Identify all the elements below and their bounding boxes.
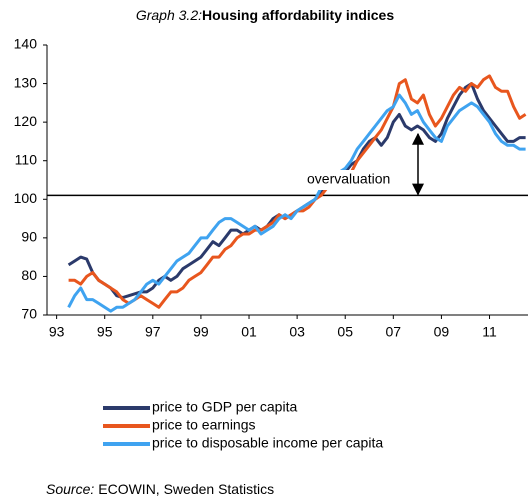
- x-tick-label: 11: [482, 324, 497, 340]
- y-tick-label: 80: [21, 267, 37, 283]
- chart-title: Graph 3.2:Housing affordability indices: [136, 7, 395, 23]
- x-tick-label: 99: [193, 324, 209, 340]
- y-tick-label: 70: [21, 306, 37, 322]
- source-text: ECOWIN, Sweden Statistics: [98, 481, 274, 497]
- x-tick-label: 05: [337, 324, 353, 340]
- graph-label: Graph 3.2:: [136, 7, 202, 23]
- x-tick-label: 09: [434, 324, 450, 340]
- annotation: overvaluation: [307, 171, 390, 187]
- x-tick-label: 95: [97, 324, 113, 340]
- legend-label: price to GDP per capita: [152, 399, 297, 415]
- y-tick-label: 90: [21, 229, 37, 245]
- x-tick-label: 03: [289, 324, 305, 340]
- series-line: [67, 93, 526, 313]
- x-tick-label: 01: [241, 324, 257, 340]
- x-tick-label: 97: [145, 324, 161, 340]
- annotation-bg: [305, 170, 415, 190]
- source-label: Source:: [46, 481, 94, 497]
- y-tick-label: 120: [14, 113, 38, 129]
- legend-label: price to earnings: [152, 417, 256, 433]
- legend-label: price to disposable income per capita: [152, 435, 383, 451]
- series-line: [68, 74, 527, 309]
- x-tick-label: 93: [49, 324, 65, 340]
- source: Source: ECOWIN, Sweden Statistics: [46, 481, 274, 497]
- y-tick-label: 140: [14, 36, 38, 52]
- y-tick-label: 110: [15, 151, 38, 167]
- x-tick-label: 07: [386, 324, 402, 340]
- y-tick-label: 130: [14, 74, 38, 90]
- y-tick-label: 100: [14, 190, 38, 206]
- title-text: Housing affordability indices: [202, 7, 394, 23]
